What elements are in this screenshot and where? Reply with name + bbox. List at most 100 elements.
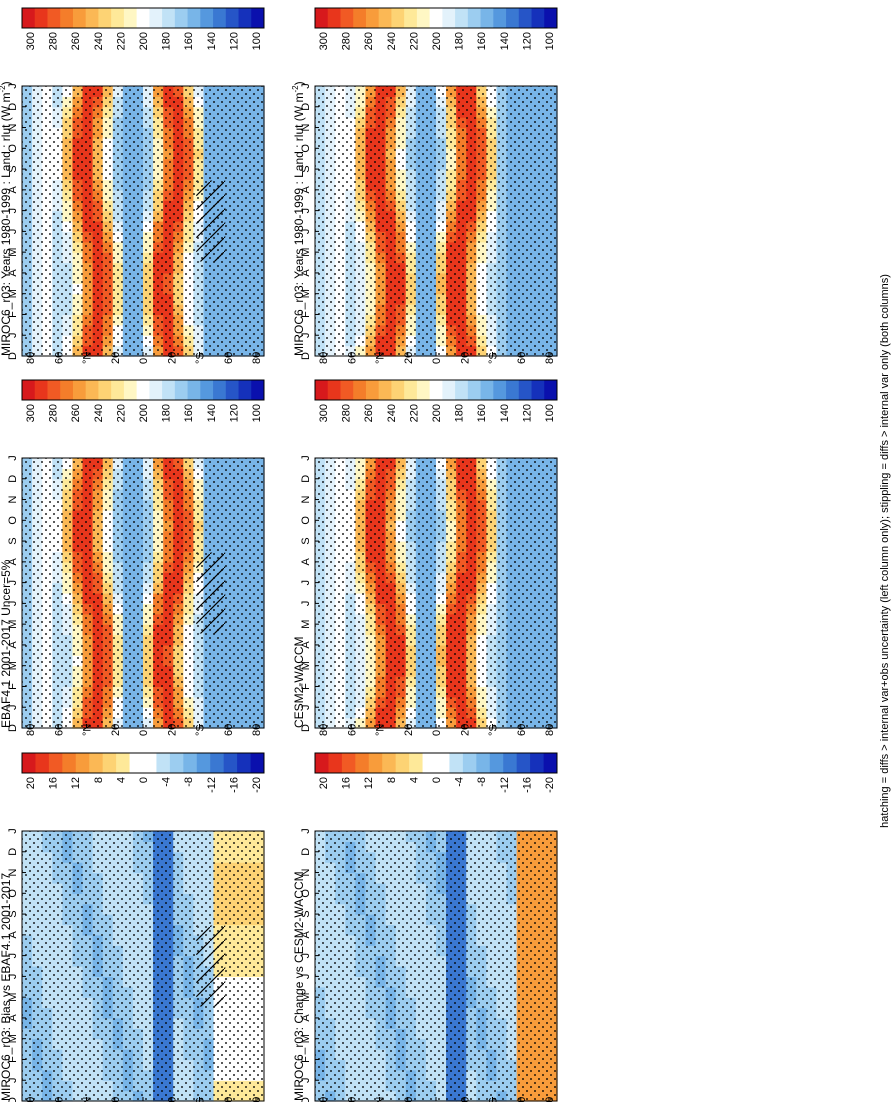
lat-label: °N (375, 352, 387, 364)
colorbar-tick: 100 (544, 32, 556, 50)
month-label: A (7, 931, 19, 939)
colorbar-swatch (518, 8, 532, 28)
colorbar-swatch (196, 753, 211, 773)
colorbar-swatch (162, 8, 176, 28)
month-label: F (7, 1056, 19, 1063)
lat-label: 20 (110, 352, 122, 364)
title-superscript: -2 (291, 85, 300, 93)
colorbar-tick: 300 (25, 404, 37, 422)
colorbar-swatch (35, 753, 50, 773)
colorbar-swatch (391, 8, 405, 28)
lat-label: 60 (53, 352, 65, 364)
colorbar-tick: -4 (161, 777, 173, 787)
lat-label: 20 (110, 724, 122, 736)
colorbar-swatch (183, 753, 198, 773)
panel-title: CESM2-WACCM (292, 636, 306, 728)
colorbar-swatch (72, 8, 87, 28)
lat-label: °S (195, 1097, 207, 1102)
colorbar-swatch (506, 380, 520, 400)
colorbar-tick: 280 (341, 404, 353, 422)
panel-title: EBAF4.1 2001-2017 Uncer=5% (0, 559, 13, 728)
month-label: S (7, 537, 19, 544)
month-label: D (7, 848, 19, 856)
stippling-overlay (315, 831, 557, 1101)
month-label: M (300, 248, 312, 257)
title-superscript: -2 (0, 85, 7, 93)
lat-label: 20 (459, 724, 471, 736)
colorbar-tick: 120 (521, 404, 533, 422)
month-label: A (300, 558, 312, 566)
colorbar-swatch (404, 8, 418, 28)
colorbar-tick: 0 (431, 777, 443, 783)
lat-label: 80 (544, 724, 556, 736)
colorbar-tick: 8 (386, 777, 398, 783)
colorbar-tick: 280 (341, 32, 353, 50)
colorbar-swatch (391, 380, 405, 400)
month-label: M (300, 289, 312, 298)
lat-label: 0 (138, 730, 150, 736)
month-label: D (7, 352, 19, 360)
colorbar-swatch (449, 753, 464, 773)
month-label: D (7, 1097, 19, 1102)
colorbar-swatch (102, 753, 117, 773)
colorbar-swatch (123, 380, 138, 400)
colorbar-swatch (149, 380, 163, 400)
month-label: F (300, 1056, 312, 1063)
colorbar-swatch (436, 753, 450, 773)
colorbar-tick: 120 (228, 32, 240, 50)
colorbar-swatch (149, 8, 163, 28)
colorbar-swatch (382, 753, 397, 773)
month-label: J (300, 580, 312, 586)
month-label: J (7, 229, 19, 235)
colorbar-swatch (187, 380, 201, 400)
colorbar-swatch (480, 380, 494, 400)
month-label: N (7, 496, 19, 504)
lat-label: 20 (166, 1097, 178, 1102)
colorbar-swatch (22, 8, 36, 28)
colorbar-tick: 12 (70, 777, 82, 789)
colorbar-tick: 100 (251, 32, 263, 50)
colorbar-tick: -8 (476, 777, 488, 787)
colorbar-tick: 8 (93, 777, 105, 783)
colorbar-swatch (48, 753, 63, 773)
colorbar-swatch (129, 753, 144, 773)
month-label: D (7, 475, 19, 483)
colorbar-tick: 240 (386, 32, 398, 50)
lat-label: 20 (403, 724, 415, 736)
colorbar-swatch (72, 380, 87, 400)
colorbar-tick: 160 (476, 32, 488, 50)
lat-label: 20 (403, 1097, 415, 1102)
colorbar-swatch (238, 8, 252, 28)
month-label: D (7, 724, 19, 732)
month-label: O (300, 144, 312, 153)
title-end: ) (292, 81, 306, 85)
colorbar-swatch (422, 753, 437, 773)
lat-label: °N (82, 1097, 94, 1102)
month-label: O (7, 889, 19, 898)
month-label: N (300, 124, 312, 132)
month-label: M (7, 661, 19, 670)
colorbar-swatch (116, 753, 130, 773)
footnote: hatching = diffs > internal var+obs unce… (879, 274, 891, 828)
colorbar-tick: 260 (70, 404, 82, 422)
colorbar-tick: 220 (408, 404, 420, 422)
month-label: M (7, 620, 19, 629)
lat-label: 80 (25, 1097, 37, 1102)
colorbar-tick: 180 (161, 404, 173, 422)
colorbar: 20 16 12 8 4 0 -4 -8 -12 -16 -20 (21, 752, 265, 793)
colorbar-swatch (34, 8, 48, 28)
colorbar-tick: 100 (251, 404, 263, 422)
month-label: D (300, 103, 312, 111)
colorbar-swatch (328, 753, 343, 773)
lat-label: 20 (403, 352, 415, 364)
month-label: D (300, 1097, 312, 1102)
colorbar-tick: 280 (48, 404, 60, 422)
colorbar-tick: 100 (544, 404, 556, 422)
colorbar-swatch (455, 380, 469, 400)
lat-label: °S (195, 352, 207, 364)
colorbar-tick: 260 (363, 404, 375, 422)
lat-label: 0 (431, 358, 443, 364)
colorbar-swatch (368, 753, 383, 773)
